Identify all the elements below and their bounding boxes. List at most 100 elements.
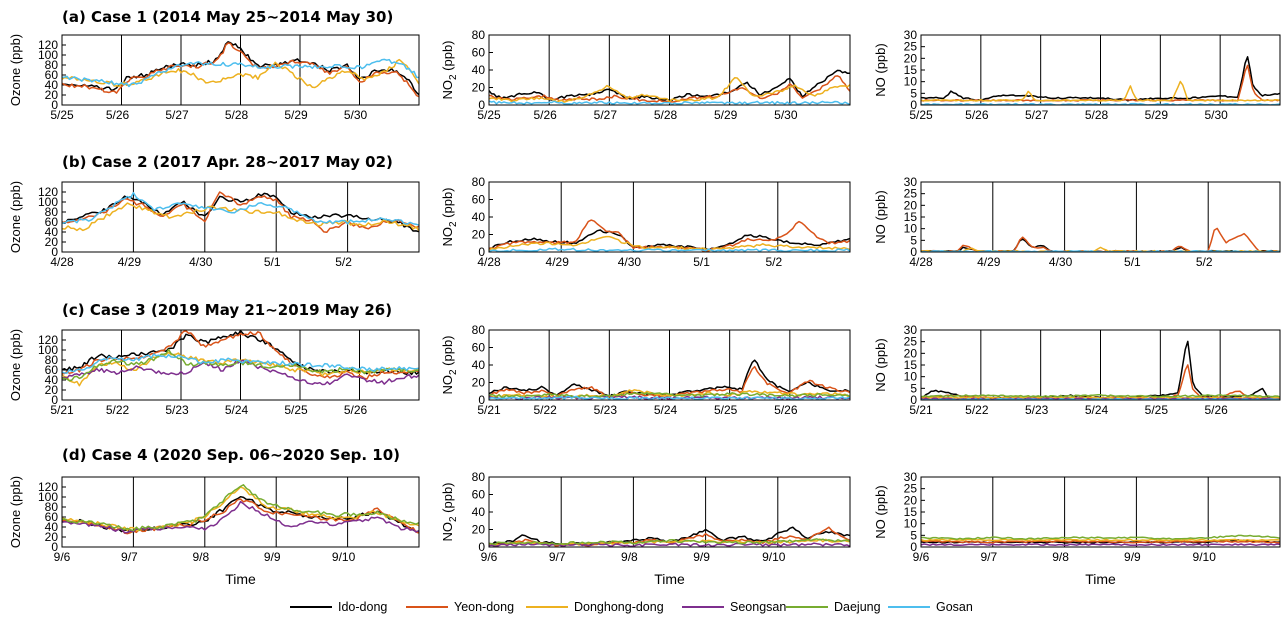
series-line-yeon-dong bbox=[62, 191, 419, 234]
x-tick-label: 4/29 bbox=[546, 255, 570, 269]
series-line-yeon-dong bbox=[62, 330, 419, 380]
y-tick-label: 60 bbox=[45, 68, 59, 82]
legend-item-yeon-dong: Yeon-dong bbox=[406, 600, 514, 614]
y-tick-label: 80 bbox=[45, 205, 59, 219]
y-tick-label: 40 bbox=[472, 210, 486, 224]
x-tick-label: 5/26 bbox=[344, 403, 368, 417]
x-tick-label: 5/28 bbox=[654, 108, 678, 122]
y-tick-label: 20 bbox=[904, 493, 918, 507]
legend-item-gosan: Gosan bbox=[888, 600, 973, 614]
case-1-group: (a) Case 1 (2014 May 25∼2014 May 30) 5/25… bbox=[8, 8, 1281, 122]
case-title: (d) Case 4 (2020 Sep. 06∼2020 Sep. 10) bbox=[62, 446, 400, 464]
x-tick-label: 5/29 bbox=[1145, 108, 1169, 122]
y-tick-label: 80 bbox=[472, 175, 486, 189]
plot-border bbox=[920, 181, 1281, 253]
x-tick-label: 5/24 bbox=[1085, 403, 1109, 417]
y-tick-label: 120 bbox=[38, 333, 58, 347]
y-tick-label: 20 bbox=[472, 228, 486, 242]
series-line-gosan bbox=[62, 353, 419, 374]
y-tick-label: 30 bbox=[904, 175, 918, 189]
panel-no2: 5/25 5/26 5/27 5/28 5/29 5/30 0 20 40 60 80 NO2 (pp… bbox=[440, 28, 851, 122]
x-tick-label: 5/22 bbox=[106, 403, 130, 417]
y-tick-label: 5 bbox=[910, 528, 917, 542]
y-tick-label: 0 bbox=[910, 540, 917, 554]
panel-no2: 9/6 9/7 9/8 9/9 9/10 0 20 40 60 80 NO2 (ppb) Time bbox=[440, 470, 851, 587]
y-tick-label: 40 bbox=[472, 358, 486, 372]
x-tick-label: 5/30 bbox=[344, 108, 368, 122]
series-line-seongsan bbox=[921, 543, 1280, 547]
y-tick-label: 30 bbox=[904, 323, 918, 337]
plot-border bbox=[488, 34, 851, 106]
x-tick-label: 9/6 bbox=[481, 550, 498, 564]
x-tick-label: 9/7 bbox=[980, 550, 997, 564]
series-line-daejung bbox=[62, 484, 419, 532]
y-tick-label: 10 bbox=[904, 370, 918, 384]
y-axis-label: NO2 (ppb) bbox=[440, 187, 459, 246]
x-tick-label: 5/1 bbox=[693, 255, 710, 269]
y-tick-label: 20 bbox=[472, 81, 486, 95]
series-line-seongsan bbox=[489, 542, 850, 547]
plot-border bbox=[61, 476, 420, 548]
legend: Ido-dong Yeon-dong Donghong-dong Seongsan Da… bbox=[290, 600, 973, 614]
y-tick-label: 80 bbox=[472, 28, 486, 42]
plot-border bbox=[488, 476, 851, 548]
y-tick-label: 80 bbox=[45, 500, 59, 514]
x-axis-label: Time bbox=[654, 571, 685, 587]
x-tick-label: 5/1 bbox=[1124, 255, 1141, 269]
series-line-donghong-dong bbox=[62, 58, 419, 89]
x-tick-label: 5/25 bbox=[284, 403, 308, 417]
series-line-gosan bbox=[62, 191, 419, 226]
x-tick-label: 5/30 bbox=[1204, 108, 1228, 122]
panel-no2: 5/21 5/22 5/23 5/24 5/25 5/26 0 20 40 60 80 NO2 (pp… bbox=[440, 323, 851, 417]
y-tick-label: 15 bbox=[904, 505, 918, 519]
x-tick-label: 5/1 bbox=[264, 255, 281, 269]
x-tick-label: 4/29 bbox=[118, 255, 142, 269]
series-line-yeon-dong bbox=[62, 42, 419, 98]
case-title: (a) Case 1 (2014 May 25∼2014 May 30) bbox=[62, 8, 393, 26]
x-tick-label: 9/10 bbox=[762, 550, 786, 564]
y-axis-label: Ozone (ppb) bbox=[8, 181, 23, 253]
legend-label: Yeon-dong bbox=[454, 600, 514, 614]
y-tick-label: 0 bbox=[478, 393, 485, 407]
x-tick-label: 5/2 bbox=[1196, 255, 1213, 269]
y-tick-label: 20 bbox=[904, 51, 918, 65]
legend-label: Ido-dong bbox=[338, 600, 387, 614]
series-line-daejung bbox=[921, 534, 1280, 541]
y-tick-label: 0 bbox=[910, 245, 917, 259]
x-tick-label: 4/30 bbox=[618, 255, 642, 269]
x-axis-label: Time bbox=[1085, 571, 1116, 587]
plot-frame bbox=[488, 181, 851, 253]
y-tick-label: 60 bbox=[45, 215, 59, 229]
y-tick-label: 15 bbox=[904, 210, 918, 224]
x-tick-label: 9/9 bbox=[1124, 550, 1141, 564]
series-line-daejung bbox=[489, 538, 850, 546]
x-tick-label: 9/9 bbox=[693, 550, 710, 564]
series-line-gosan bbox=[489, 100, 850, 105]
y-tick-label: 15 bbox=[904, 63, 918, 77]
y-tick-label: 0 bbox=[51, 98, 58, 112]
y-tick-label: 10 bbox=[904, 222, 918, 236]
y-tick-label: 20 bbox=[472, 376, 486, 390]
x-tick-label: 5/27 bbox=[594, 108, 618, 122]
x-tick-label: 4/29 bbox=[977, 255, 1001, 269]
y-tick-label: 10 bbox=[904, 517, 918, 531]
y-tick-label: 80 bbox=[45, 58, 59, 72]
x-tick-label: 5/26 bbox=[106, 108, 130, 122]
x-tick-label: 5/24 bbox=[654, 403, 678, 417]
x-tick-label: 9/10 bbox=[332, 550, 356, 564]
x-tick-label: 5/23 bbox=[165, 403, 189, 417]
y-tick-label: 40 bbox=[45, 520, 59, 534]
x-tick-label: 5/25 bbox=[714, 403, 738, 417]
x-tick-label: 5/23 bbox=[594, 403, 618, 417]
y-tick-label: 60 bbox=[45, 510, 59, 524]
y-tick-label: 20 bbox=[45, 383, 59, 397]
series-line-donghong-dong bbox=[921, 538, 1280, 542]
y-tick-label: 20 bbox=[904, 198, 918, 212]
x-tick-label: 4/30 bbox=[189, 255, 213, 269]
x-tick-label: 5/28 bbox=[1085, 108, 1109, 122]
y-tick-label: 100 bbox=[38, 343, 58, 357]
y-tick-label: 80 bbox=[472, 323, 486, 337]
x-tick-label: 5/25 bbox=[909, 108, 933, 122]
